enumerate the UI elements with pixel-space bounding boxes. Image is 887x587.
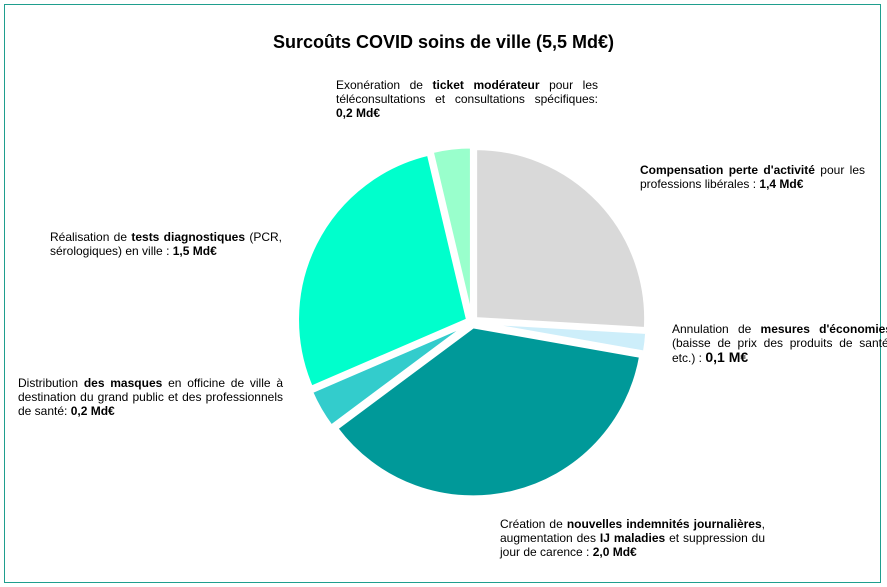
chart-title: Surcoûts COVID soins de ville (5,5 Md€) [272,32,615,52]
slice-label: Création de nouvelles indemnités journal… [500,517,765,559]
label-text: Réalisation de [50,230,132,244]
pie-slice [430,145,473,318]
value-label: 1,5 Md€ [172,244,217,258]
label-text: en officine de ville à destination du gr… [18,376,284,418]
slice-label: Annulation de mesures d'économies (baiss… [672,322,887,365]
pie-slice [476,321,649,354]
slice-label: Exonération de ticket modérateur pour le… [336,78,598,120]
frame [4,4,881,583]
label-text: , augmentation des [500,517,765,545]
label-text: ticket modérateur [432,78,540,92]
label-text: IJ maladies [599,531,666,545]
label-text: pour les téléconsultations et consultati… [336,78,599,106]
pie-slice [296,152,470,390]
label-text: Distribution [18,376,84,390]
slice-label: Réalisation de tests diagnostiques (PCR,… [50,230,282,258]
label-text: pour les professions libérales : [640,163,866,191]
label-text: nouvelles indemnités journalières [566,517,762,531]
slice-label: Compensation perte d'activité pour les p… [640,163,865,191]
label-text: Annulation de [672,322,761,336]
label-text: et suppression du jour de carence : [500,531,765,559]
slice-label: Distribution des masques en officine de … [18,376,283,418]
value-label: 0,2 Md€ [70,404,115,418]
value-label: 0,2 Md€ [336,106,381,120]
label-text: (baisse de prix des produits de santé, e… [672,336,887,365]
label-text: mesures d'économies [760,322,887,336]
label-text: Compensation perte d'activité [640,163,815,177]
label-text: tests diagnostiques [131,230,246,244]
label-text: (PCR, sérologiques) en ville : [50,230,282,258]
pie-slice [309,323,469,429]
value-label: 1,4 Md€ [759,177,804,191]
label-text: des masques [83,376,163,390]
value-label: 2,0 Md€ [592,545,637,559]
label-text: Création de [500,517,567,531]
pie-slice [334,325,643,499]
label-text: Exonération de [336,78,433,92]
value-label: 0,1 M€ [705,349,749,365]
pie-slice [474,147,648,331]
